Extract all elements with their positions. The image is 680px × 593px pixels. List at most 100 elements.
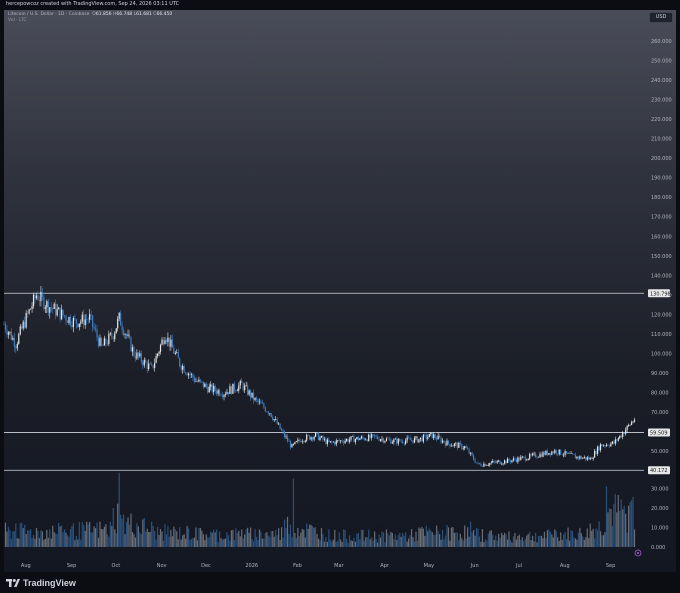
candle-body <box>555 450 557 454</box>
volume-bar <box>192 537 194 547</box>
candle-body <box>111 333 113 337</box>
candle-body <box>127 334 129 336</box>
volume-bar <box>459 533 461 547</box>
volume-bar <box>313 527 315 547</box>
volume-bar <box>467 527 469 547</box>
volume-bar <box>376 542 379 547</box>
candle-body <box>376 436 379 439</box>
volume-bar <box>450 527 453 547</box>
candle-body <box>44 307 46 309</box>
candle-body <box>313 436 315 440</box>
currency-button[interactable]: USD <box>649 12 673 23</box>
scroll-to-latest-button[interactable] <box>634 549 642 557</box>
volume-bar <box>134 537 137 547</box>
chart-pane[interactable] <box>4 10 676 572</box>
candle-body <box>568 453 571 454</box>
candle-body <box>343 442 345 444</box>
candle-body <box>174 352 176 354</box>
candle-body <box>221 395 224 397</box>
candle-body <box>81 314 83 322</box>
volume-bar <box>49 529 51 547</box>
volume-bar <box>564 532 566 547</box>
volume-bar <box>362 529 364 547</box>
volume-bar <box>518 534 520 547</box>
low-value: 61.681 <box>136 12 152 17</box>
symbol-title[interactable]: Litecoin / U.S. Dollar · 1D · Coinbase <box>8 12 90 17</box>
volume-bar <box>312 526 314 547</box>
candle-body <box>201 381 203 382</box>
volume-bar <box>477 528 479 547</box>
candle-body <box>459 442 461 444</box>
candle-body <box>629 424 631 426</box>
volume-axis-tick: 10.000 <box>651 526 669 532</box>
volume-bar <box>480 541 482 547</box>
candle-body <box>211 384 213 392</box>
candle-body <box>563 454 565 456</box>
candle-body <box>506 458 509 464</box>
volume-bar <box>441 529 444 547</box>
candle-body <box>374 434 376 437</box>
volume-bar <box>379 537 382 547</box>
candle-body <box>508 458 510 461</box>
volume-bar <box>511 542 513 547</box>
candle-body <box>573 454 575 455</box>
volume-bar <box>498 533 500 547</box>
volume-bar <box>421 527 423 547</box>
volume-bar <box>213 529 215 547</box>
volume-bar <box>180 539 182 547</box>
volume-bar <box>616 512 618 547</box>
candle-body <box>89 314 91 320</box>
volume-bar <box>611 525 613 547</box>
candle-body <box>62 309 64 316</box>
volume-bar <box>164 524 166 547</box>
volume-bar <box>604 532 606 547</box>
volume-axis-tick: 0.000 <box>651 545 665 551</box>
candle-body <box>419 437 422 440</box>
candle-body <box>368 434 370 442</box>
candle-body <box>202 381 204 388</box>
volume-bar <box>334 529 336 547</box>
candle-body <box>391 442 393 444</box>
footer-bar <box>0 572 680 593</box>
volume-bar <box>464 525 466 547</box>
volume-bar <box>340 539 342 547</box>
candle-body <box>4 324 7 330</box>
volume-bar <box>407 538 410 547</box>
candle-body <box>22 321 24 329</box>
candle-body <box>557 453 559 455</box>
price-tag: 40.172 <box>648 466 670 475</box>
candle-body <box>124 334 126 336</box>
candle-body <box>121 325 123 331</box>
volume-legend[interactable]: Vol · LTC <box>8 18 27 23</box>
candle-body <box>334 441 336 445</box>
volume-bar <box>555 531 557 547</box>
price-tag-box <box>648 289 670 298</box>
candle-body <box>307 435 309 436</box>
volume-bar <box>563 534 565 547</box>
volume-bar <box>341 541 343 547</box>
volume-bar <box>69 529 72 547</box>
volume-bar <box>103 526 106 547</box>
volume-bar <box>100 528 103 547</box>
volume-bar <box>601 535 603 547</box>
volume-bar <box>170 529 172 547</box>
volume-bar <box>453 532 455 547</box>
volume-bar <box>131 531 134 547</box>
volume-bar <box>281 527 283 547</box>
volume-bar <box>610 508 612 547</box>
volume-bar <box>38 538 41 547</box>
candle-body <box>198 379 200 382</box>
candle-body <box>548 453 550 455</box>
volume-bar <box>158 534 160 547</box>
volume-bar <box>537 535 540 547</box>
candle-body <box>599 444 602 451</box>
candle-body <box>518 457 520 461</box>
candle-body <box>407 437 410 439</box>
candle-body <box>218 390 221 396</box>
volume-bar <box>503 532 506 547</box>
candle-body <box>418 439 420 443</box>
candle-body <box>350 436 352 440</box>
volume-bar <box>515 539 517 547</box>
candle-body <box>310 437 312 440</box>
volume-bar <box>96 522 98 547</box>
